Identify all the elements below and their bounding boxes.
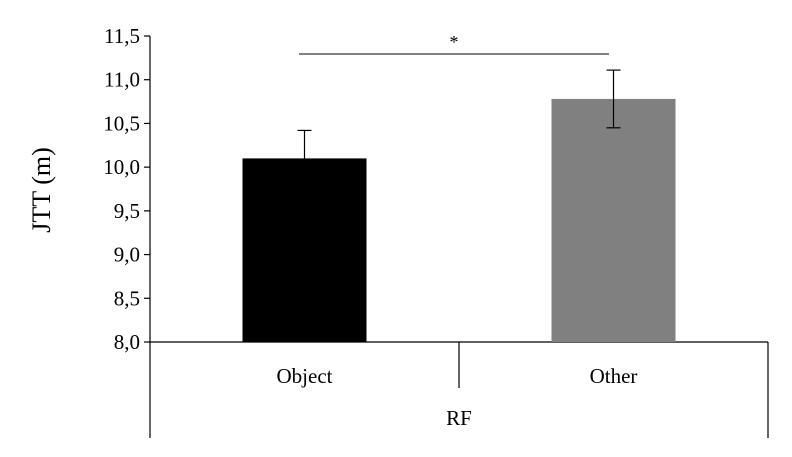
y-tick-label: 10,5 xyxy=(103,111,140,135)
y-tick-label: 11,5 xyxy=(104,24,140,48)
category-label-object: Object xyxy=(277,364,333,388)
y-axis-title: JTT (m) xyxy=(27,147,56,232)
y-tick-label: 8,0 xyxy=(114,330,140,354)
category-label-other: Other xyxy=(590,364,638,388)
significance-marker: * xyxy=(450,32,459,52)
x-group-label: RF xyxy=(446,406,472,430)
error-bars xyxy=(297,69,621,187)
y-tick-label: 11,0 xyxy=(104,68,140,92)
bars xyxy=(242,98,676,342)
y-tick-label: 9,5 xyxy=(114,199,140,223)
y-tick-label: 10,0 xyxy=(103,155,140,179)
y-ticks: 8,0 8,5 9,0 9,5 10,0 10,5 11,0 11,5 xyxy=(103,24,150,354)
bar-object xyxy=(242,158,367,342)
category-labels: Object Other xyxy=(277,364,638,388)
y-tick-label: 9,0 xyxy=(114,243,140,267)
y-tick-label: 8,5 xyxy=(114,286,140,310)
bar-other xyxy=(551,98,676,342)
